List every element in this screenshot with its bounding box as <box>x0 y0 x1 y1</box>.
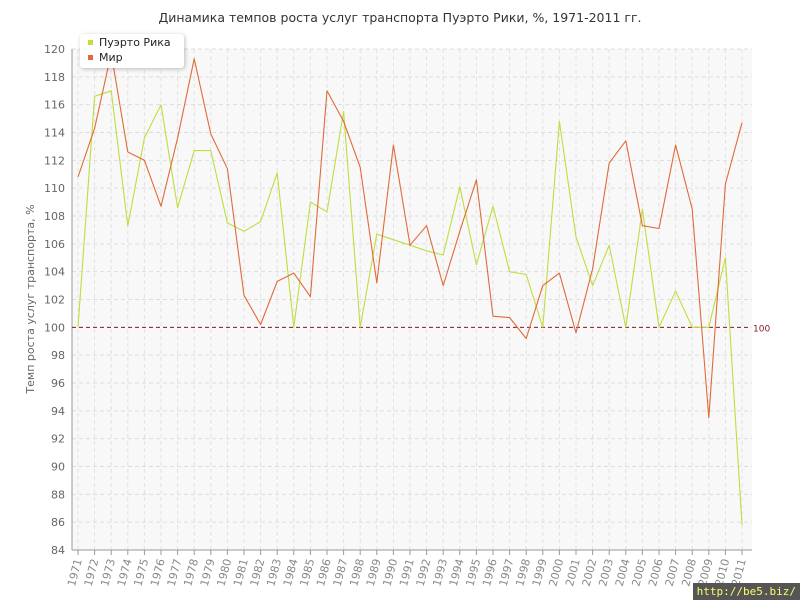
legend-label-puerto-rico: Пуэрто Рика <box>99 36 171 49</box>
y-tick-label: 92 <box>51 433 65 446</box>
y-tick-label: 104 <box>44 266 65 279</box>
legend-swatch-world <box>88 55 93 60</box>
y-tick-label: 86 <box>51 516 65 529</box>
y-tick-label: 88 <box>51 488 65 501</box>
legend-item-world[interactable]: Мир <box>88 51 123 64</box>
y-tick-label: 110 <box>44 182 65 195</box>
legend-swatch-puerto-rico <box>88 40 93 45</box>
y-tick-label: 112 <box>44 154 65 167</box>
y-tick-label: 102 <box>44 294 65 307</box>
legend: Пуэрто Рика Мир <box>80 34 184 68</box>
y-tick-label: 94 <box>51 405 65 418</box>
y-tick-label: 106 <box>44 238 65 251</box>
legend-item-puerto-rico[interactable]: Пуэрто Рика <box>88 36 171 49</box>
series-line-1 <box>77 52 743 419</box>
plot-area: 84 86 88 90 92 94 96 98 100 102 104 106 108 110 112 114… <box>44 43 770 588</box>
y-tick-label: 118 <box>44 71 65 84</box>
reference-line-label: 100 <box>753 324 770 334</box>
y-axis-label: Темп роста услуг транспорта, % <box>24 204 37 394</box>
y-tick-label: 96 <box>51 377 65 390</box>
y-tick-label: 100 <box>44 321 65 334</box>
y-tick-label: 90 <box>51 461 65 474</box>
y-tick-label: 84 <box>51 544 65 557</box>
y-tick-label: 114 <box>44 127 65 140</box>
chart-title: Динамика темпов роста услуг транспорта П… <box>159 10 642 25</box>
y-tick-label: 120 <box>44 43 65 56</box>
y-tick-label: 98 <box>51 349 65 362</box>
y-tick-label: 108 <box>44 210 65 223</box>
watermark: http://be5.biz/ <box>692 583 800 600</box>
legend-label-world: Мир <box>99 51 123 64</box>
y-tick-label: 116 <box>44 99 65 112</box>
